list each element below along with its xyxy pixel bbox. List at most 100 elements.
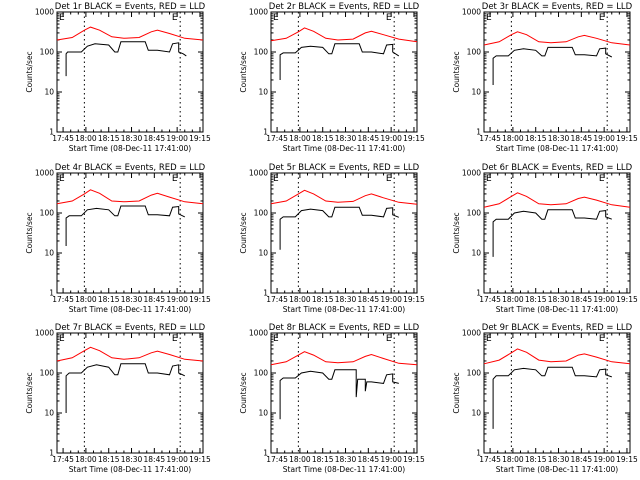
y-tick-label: 10 — [471, 249, 481, 258]
panel-title: Det 6r BLACK = Events, RED = LLD — [482, 163, 633, 173]
y-tick-label: 100 — [40, 369, 55, 378]
x-tick-label: 18:30 — [121, 455, 143, 464]
y-tick-label: 1 — [476, 289, 481, 298]
y-tick-label: 100 — [467, 369, 482, 378]
x-tick-label: 18:00 — [502, 455, 524, 464]
x-tick-label: 19:15 — [189, 134, 211, 143]
x-tick-label: 18:15 — [525, 134, 547, 143]
events-series-line — [279, 206, 399, 250]
lld-series-line — [56, 346, 204, 362]
x-tick-label: 18:45 — [571, 455, 593, 464]
x-tick-label: 17:45 — [52, 295, 74, 304]
y-tick-label: 1000 — [249, 8, 268, 17]
lld-series-line — [270, 351, 418, 366]
x-tick-label: 18:00 — [502, 295, 524, 304]
y-axis-label: Counts/sec — [25, 212, 34, 253]
x-tick-label: 18:30 — [548, 295, 570, 304]
event-marker-label: E — [273, 334, 279, 344]
y-tick-label: 1 — [49, 128, 54, 137]
event-marker-label: E — [273, 174, 279, 184]
y-tick-label: 10 — [471, 88, 481, 97]
x-tick-label: 18:30 — [335, 134, 357, 143]
y-tick-label: 1 — [476, 128, 481, 137]
x-tick-label: 18:45 — [358, 134, 380, 143]
x-tick-label: 18:30 — [121, 295, 143, 304]
y-tick-label: 1000 — [462, 329, 481, 338]
x-tick-label: 18:45 — [571, 295, 593, 304]
events-series-line — [65, 363, 186, 413]
event-marker-label: E — [486, 13, 492, 23]
y-tick-label: 1000 — [249, 169, 268, 178]
x-tick-label: 19:15 — [403, 295, 425, 304]
x-axis-label: Start Time (08-Dec-11 17:41:00) — [496, 144, 618, 153]
panel-2: Det 2r BLACK = Events, RED = LLD 1 10 100 10… — [239, 2, 425, 153]
x-tick-label: 18:15 — [98, 455, 120, 464]
y-tick-label: 1 — [263, 449, 268, 458]
x-tick-label: 18:45 — [144, 295, 166, 304]
y-tick-label: 100 — [254, 209, 269, 218]
x-tick-label: 19:15 — [403, 455, 425, 464]
lld-series-line — [483, 348, 631, 365]
event-marker-label: E — [59, 334, 65, 344]
x-axis-label: Start Time (08-Dec-11 17:41:00) — [69, 144, 191, 153]
event-marker-label: E — [599, 174, 605, 184]
y-tick-label: 10 — [258, 88, 268, 97]
x-axis-label: Start Time (08-Dec-11 17:41:00) — [69, 465, 191, 474]
panel-title: Det 9r BLACK = Events, RED = LLD — [482, 323, 633, 333]
y-tick-label: 100 — [254, 369, 269, 378]
x-tick-label: 18:15 — [98, 295, 120, 304]
y-tick-label: 1000 — [35, 169, 54, 178]
y-tick-label: 10 — [44, 409, 54, 418]
y-axis-label: Counts/sec — [452, 51, 461, 92]
plot-frame — [56, 172, 204, 294]
x-tick-label: 17:45 — [52, 455, 74, 464]
x-tick-label: 19:00 — [593, 295, 615, 304]
x-tick-label: 19:00 — [593, 134, 615, 143]
y-tick-label: 10 — [258, 409, 268, 418]
y-tick-label: 100 — [467, 48, 482, 57]
x-tick-label: 18:45 — [144, 455, 166, 464]
event-marker-label: E — [59, 174, 65, 184]
plot-frame — [483, 11, 631, 133]
y-tick-label: 10 — [258, 249, 268, 258]
panel-title: Det 5r BLACK = Events, RED = LLD — [269, 163, 420, 173]
x-tick-label: 19:15 — [403, 134, 425, 143]
y-axis-label: Counts/sec — [239, 372, 248, 413]
events-series-line — [279, 43, 400, 80]
x-tick-label: 18:15 — [312, 134, 334, 143]
x-tick-label: 18:00 — [75, 134, 97, 143]
x-tick-label: 19:00 — [380, 295, 402, 304]
y-axis-label: Counts/sec — [239, 212, 248, 253]
x-tick-label: 18:30 — [335, 455, 357, 464]
x-tick-label: 18:00 — [502, 134, 524, 143]
panel-title: Det 2r BLACK = Events, RED = LLD — [269, 2, 420, 12]
panel-title: Det 4r BLACK = Events, RED = LLD — [55, 163, 206, 173]
events-series-line — [492, 366, 612, 429]
x-tick-label: 19:15 — [189, 295, 211, 304]
event-marker-label: E — [599, 13, 605, 23]
x-tick-label: 17:45 — [266, 134, 288, 143]
panel-7: Det 7r BLACK = Events, RED = LLD 1 10 100 10… — [25, 323, 211, 474]
y-tick-label: 1 — [49, 289, 54, 298]
y-tick-label: 10 — [44, 88, 54, 97]
events-series-line — [65, 41, 187, 77]
x-tick-label: 18:30 — [121, 134, 143, 143]
x-axis-label: Start Time (08-Dec-11 17:41:00) — [283, 144, 405, 153]
y-axis-label: Counts/sec — [25, 372, 34, 413]
event-marker-label: E — [172, 334, 178, 344]
x-tick-label: 18:00 — [289, 295, 311, 304]
x-tick-label: 18:00 — [75, 295, 97, 304]
y-tick-label: 100 — [254, 48, 269, 57]
events-series-line — [65, 205, 186, 246]
lld-series-line — [270, 189, 418, 205]
y-axis-label: Counts/sec — [452, 372, 461, 413]
y-tick-label: 1000 — [35, 8, 54, 17]
y-tick-label: 1 — [263, 128, 268, 137]
panel-5: Det 5r BLACK = Events, RED = LLD 1 10 100 10… — [239, 163, 425, 314]
panel-1: Det 1r BLACK = Events, RED = LLD 1 10 100 10… — [25, 2, 211, 153]
events-series-line — [492, 46, 613, 85]
y-axis-label: Counts/sec — [25, 51, 34, 92]
plot-frame — [56, 11, 204, 133]
event-marker-label: E — [486, 334, 492, 344]
x-tick-label: 17:45 — [52, 134, 74, 143]
